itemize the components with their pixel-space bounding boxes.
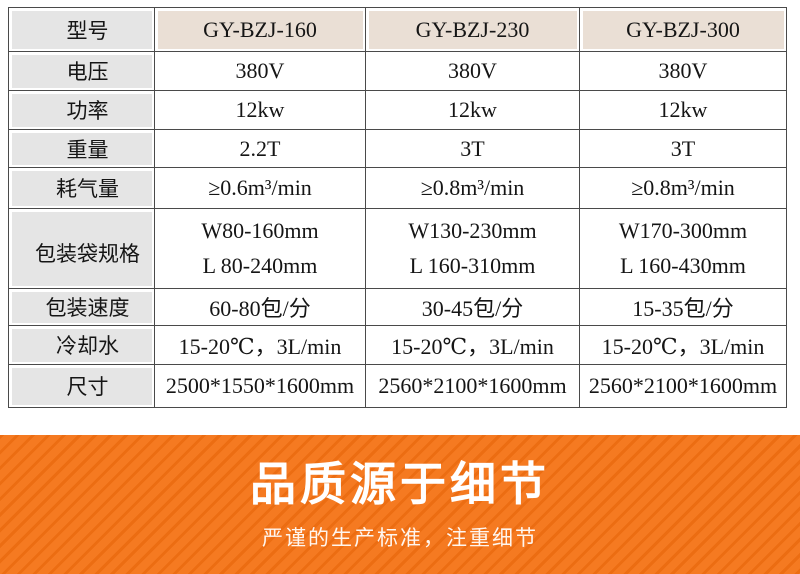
spec-value: 380V	[365, 51, 580, 91]
spec-value: 60-80包/分	[154, 288, 366, 326]
table-row-power: 功率 12kw 12kw 12kw	[8, 90, 787, 130]
spec-label: 重量	[8, 129, 155, 168]
spec-value: 380V	[154, 51, 366, 91]
bag-length-range: L 160-430mm	[620, 252, 746, 278]
spec-value: W80-160mm L 80-240mm	[154, 208, 366, 289]
spec-value: 3T	[579, 129, 787, 168]
spec-label: 冷却水	[8, 325, 155, 365]
spec-label: 功率	[8, 90, 155, 130]
model-row-label: 型号	[8, 7, 155, 52]
spec-value: W130-230mm L 160-310mm	[365, 208, 580, 289]
table-row-bag-spec: 包装袋规格 W80-160mm L 80-240mm W130-230mm L …	[8, 208, 787, 289]
spec-value: 15-20℃，3L/min	[365, 325, 580, 365]
spec-value: 380V	[579, 51, 787, 91]
bag-length-range: L 80-240mm	[202, 252, 318, 278]
banner-title: 品质源于细节	[250, 458, 550, 511]
spec-value: W170-300mm L 160-430mm	[579, 208, 787, 289]
bag-width-range: W170-300mm	[618, 218, 748, 244]
bag-width-range: W130-230mm	[408, 218, 537, 244]
table-row-packing-speed: 包装速度 60-80包/分 30-45包/分 15-35包/分	[8, 288, 787, 326]
table-row-dimensions: 尺寸 2500*1550*1600mm 2560*2100*1600mm 256…	[8, 364, 787, 408]
model-name-1: GY-BZJ-160	[154, 7, 366, 52]
bag-width-range: W80-160mm	[201, 218, 319, 244]
spec-label: 电压	[8, 51, 155, 91]
spec-value: ≥0.6m³/min	[154, 167, 366, 209]
table-row-weight: 重量 2.2T 3T 3T	[8, 129, 787, 168]
table-row-model: 型号 GY-BZJ-160 GY-BZJ-230 GY-BZJ-300	[8, 7, 787, 52]
spec-value: 12kw	[365, 90, 580, 130]
spec-value: ≥0.8m³/min	[365, 167, 580, 209]
spec-value: 2.2T	[154, 129, 366, 168]
spec-label: 耗气量	[8, 167, 155, 209]
spec-value: 3T	[365, 129, 580, 168]
spec-value: 15-20℃，3L/min	[579, 325, 787, 365]
spec-value: 2560*2100*1600mm	[579, 364, 787, 408]
spec-label: 包装袋规格	[8, 208, 155, 289]
spec-value: 15-35包/分	[579, 288, 787, 326]
spec-value: 2500*1550*1600mm	[154, 364, 366, 408]
spec-value: 15-20℃，3L/min	[154, 325, 366, 365]
quality-banner: 品质源于细节 严谨的生产标准，注重细节	[0, 435, 800, 574]
spec-value: ≥0.8m³/min	[579, 167, 787, 209]
spec-label: 包装速度	[8, 288, 155, 326]
model-name-2: GY-BZJ-230	[365, 7, 580, 52]
table-row-voltage: 电压 380V 380V 380V	[8, 51, 787, 91]
spec-table: 型号 GY-BZJ-160 GY-BZJ-230 GY-BZJ-300 电压 3…	[8, 7, 787, 408]
spec-value: 12kw	[579, 90, 787, 130]
spec-value: 2560*2100*1600mm	[365, 364, 580, 408]
spec-value: 12kw	[154, 90, 366, 130]
model-name-3: GY-BZJ-300	[579, 7, 787, 52]
table-row-air-consumption: 耗气量 ≥0.6m³/min ≥0.8m³/min ≥0.8m³/min	[8, 167, 787, 209]
spec-value: 30-45包/分	[365, 288, 580, 326]
spec-label: 尺寸	[8, 364, 155, 408]
table-row-cooling-water: 冷却水 15-20℃，3L/min 15-20℃，3L/min 15-20℃，3…	[8, 325, 787, 365]
banner-subtitle: 严谨的生产标准，注重细节	[262, 526, 538, 550]
bag-length-range: L 160-310mm	[409, 252, 536, 278]
